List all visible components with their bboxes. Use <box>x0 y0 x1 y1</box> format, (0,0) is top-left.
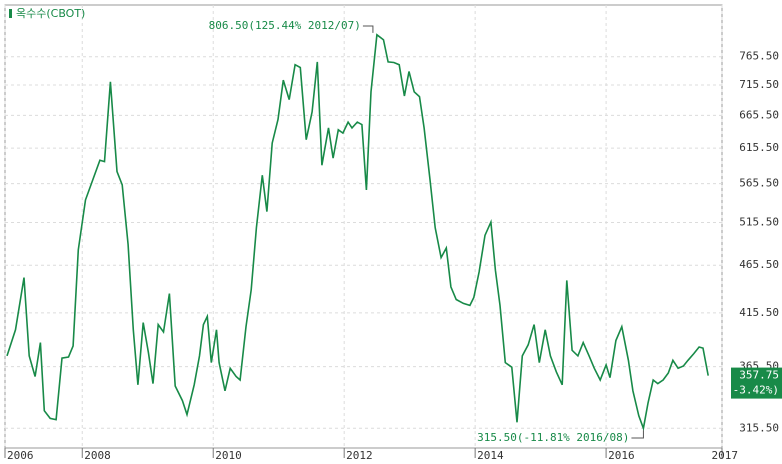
y-tick-label: 565.50 <box>739 177 779 190</box>
y-tick-label: 765.50 <box>739 50 779 63</box>
x-tick-label: 2016 <box>608 449 635 462</box>
x-tick-label: 2010 <box>215 449 242 462</box>
y-tick-label: 465.50 <box>739 258 779 271</box>
x-tick-label: 2008 <box>84 449 111 462</box>
price-line <box>6 33 709 432</box>
last-price-box <box>731 367 782 399</box>
min-leader <box>631 430 644 439</box>
x-tick-label: 2017 <box>712 449 739 462</box>
legend-swatch <box>9 9 12 18</box>
max-annotation: 806.50(125.44% 2012/07) <box>209 19 361 32</box>
y-tick-label: 715.50 <box>739 78 779 91</box>
last-change: (-3.42%) <box>726 384 779 397</box>
x-tick-label: 2014 <box>477 449 504 462</box>
x-tick-label: 2006 <box>7 449 34 462</box>
min-annotation: 315.50(-11.81% 2016/08) <box>477 431 629 444</box>
y-tick-label: 615.50 <box>739 141 779 154</box>
legend-label: 옥수수(CBOT) <box>16 7 85 20</box>
max-leader <box>362 25 374 33</box>
x-tick-label: 2012 <box>346 449 373 462</box>
plot-frame <box>4 4 723 449</box>
last-price: 357.75 <box>739 369 779 382</box>
y-tick-label: 665.50 <box>739 108 779 121</box>
y-tick-label: 415.50 <box>739 306 779 319</box>
y-tick-label: 315.50 <box>739 421 779 434</box>
y-tick-label: 515.50 <box>739 215 779 228</box>
